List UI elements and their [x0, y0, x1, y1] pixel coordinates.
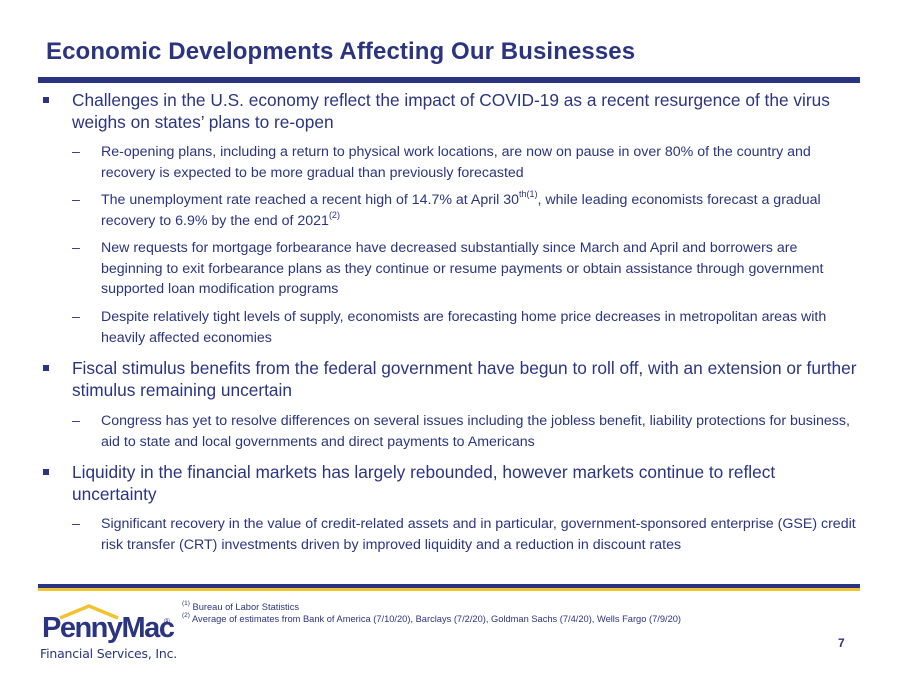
bullet-3-text: Liquidity in the financial markets has l… — [72, 462, 776, 504]
bullet-2-text: Fiscal stimulus benefits from the federa… — [72, 358, 857, 400]
bullet-3-sub-1: Significant recovery in the value of cre… — [101, 516, 856, 553]
roof-icon — [59, 604, 119, 620]
logo-wordmark: PennyMac — [42, 612, 175, 644]
footer-divider-blue — [38, 584, 860, 588]
footnote-2-text: Average of estimates from Bank of Americ… — [189, 614, 682, 624]
page-number: 7 — [838, 636, 845, 650]
footnote-1: (1) Bureau of Labor Statistics — [182, 601, 299, 613]
slide-title: Economic Developments Affecting Our Busi… — [46, 38, 636, 65]
bullet-1-sub-4: Despite relatively tight levels of suppl… — [101, 309, 827, 346]
footnote-2: (2) Average of estimates from Bank of Am… — [182, 613, 681, 625]
square-bullet-icon — [43, 357, 57, 379]
square-bullet-icon — [43, 461, 57, 483]
footnote-1-marker: (1) — [182, 600, 190, 608]
square-bullet-icon — [43, 89, 57, 111]
bullet-1-sub-2-part-b: , while leading economists forecast a gr… — [101, 192, 821, 229]
dash-marker: – — [72, 309, 80, 325]
dash-marker: – — [72, 144, 80, 160]
dash-marker: – — [72, 192, 80, 208]
footnote-ref-1: th(1) — [519, 189, 538, 200]
title-divider — [38, 77, 860, 83]
dash-marker: – — [72, 413, 80, 429]
bullet-1-sub-1: Re-opening plans, including a return to … — [101, 144, 811, 181]
bullet-1-text: Challenges in the U.S. economy reflect t… — [72, 90, 830, 132]
logo-subtitle: Financial Services, Inc. — [40, 646, 178, 661]
footnote-1-text: Bureau of Labor Statistics — [189, 602, 299, 612]
bullet-1-sub-3: New requests for mortgage forbearance ha… — [101, 240, 824, 297]
bullet-1-sub-2: The unemployment rate reached a recent h… — [101, 190, 859, 231]
footer-divider-gold — [38, 588, 860, 591]
footnote-ref-2: (2) — [328, 209, 340, 220]
dash-marker: – — [72, 240, 80, 256]
footnote-2-marker: (2) — [182, 612, 190, 620]
dash-marker: – — [72, 516, 80, 532]
bullet-1-sub-2-part-a: The unemployment rate reached a recent h… — [101, 192, 519, 208]
bullet-2-sub-1: Congress has yet to resolve differences … — [101, 413, 850, 450]
registered-mark: ® — [164, 617, 170, 626]
